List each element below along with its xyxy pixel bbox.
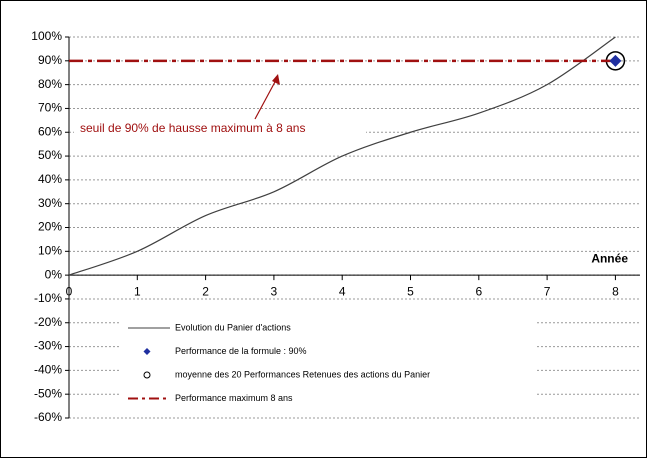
annotation-arrow bbox=[254, 79, 277, 120]
y-tick-label: 10% bbox=[38, 243, 62, 257]
annotation-box bbox=[74, 118, 366, 140]
x-axis-label: Année bbox=[591, 251, 628, 265]
y-tick-label: -60% bbox=[34, 410, 62, 424]
legend-label: Performance de la formule : 90% bbox=[175, 346, 307, 356]
x-tick-label: 5 bbox=[407, 284, 414, 298]
y-tick-label: 30% bbox=[38, 196, 62, 210]
y-tick-label: 40% bbox=[38, 172, 62, 186]
legend-label: Evolution du Panier d'actions bbox=[175, 322, 291, 332]
annotation: seuil de 90% de hausse maximum à 8 ans bbox=[80, 121, 305, 135]
y-tick-label: -20% bbox=[34, 315, 62, 329]
x-tick-label: 4 bbox=[339, 284, 346, 298]
legend-box bbox=[120, 318, 535, 410]
diamond-point bbox=[609, 54, 622, 67]
x-tick-label: 1 bbox=[134, 284, 141, 298]
series-line bbox=[68, 36, 616, 276]
legend-label: moyenne des 20 Performances Retenues des… bbox=[175, 369, 430, 379]
y-tick-label: 0% bbox=[45, 267, 63, 281]
legend-swatch bbox=[143, 371, 151, 379]
y-tick-label: 60% bbox=[38, 124, 62, 138]
x-tick-label: 8 bbox=[612, 284, 619, 298]
y-tick-label: 100% bbox=[31, 29, 62, 43]
y-tick-label: -30% bbox=[34, 339, 62, 353]
y-tick-label: 70% bbox=[38, 101, 62, 115]
x-tick-label: 0 bbox=[66, 284, 73, 298]
x-tick-label: 2 bbox=[202, 284, 209, 298]
legend-swatch bbox=[143, 348, 151, 355]
x-tick-label: 7 bbox=[544, 284, 551, 298]
x-tick-label: 6 bbox=[475, 284, 482, 298]
y-tick-label: -50% bbox=[34, 386, 62, 400]
annotation-arrowhead bbox=[272, 74, 280, 85]
y-tick-label: 20% bbox=[38, 220, 62, 234]
x-tick-label: 3 bbox=[271, 284, 278, 298]
y-tick-label: 90% bbox=[38, 53, 62, 67]
y-tick-label: -40% bbox=[34, 363, 62, 377]
y-tick-label: -10% bbox=[34, 291, 62, 305]
y-tick-label: 80% bbox=[38, 77, 62, 91]
legend-label: Performance maximum 8 ans bbox=[175, 393, 293, 403]
y-tick-label: 50% bbox=[38, 148, 62, 162]
